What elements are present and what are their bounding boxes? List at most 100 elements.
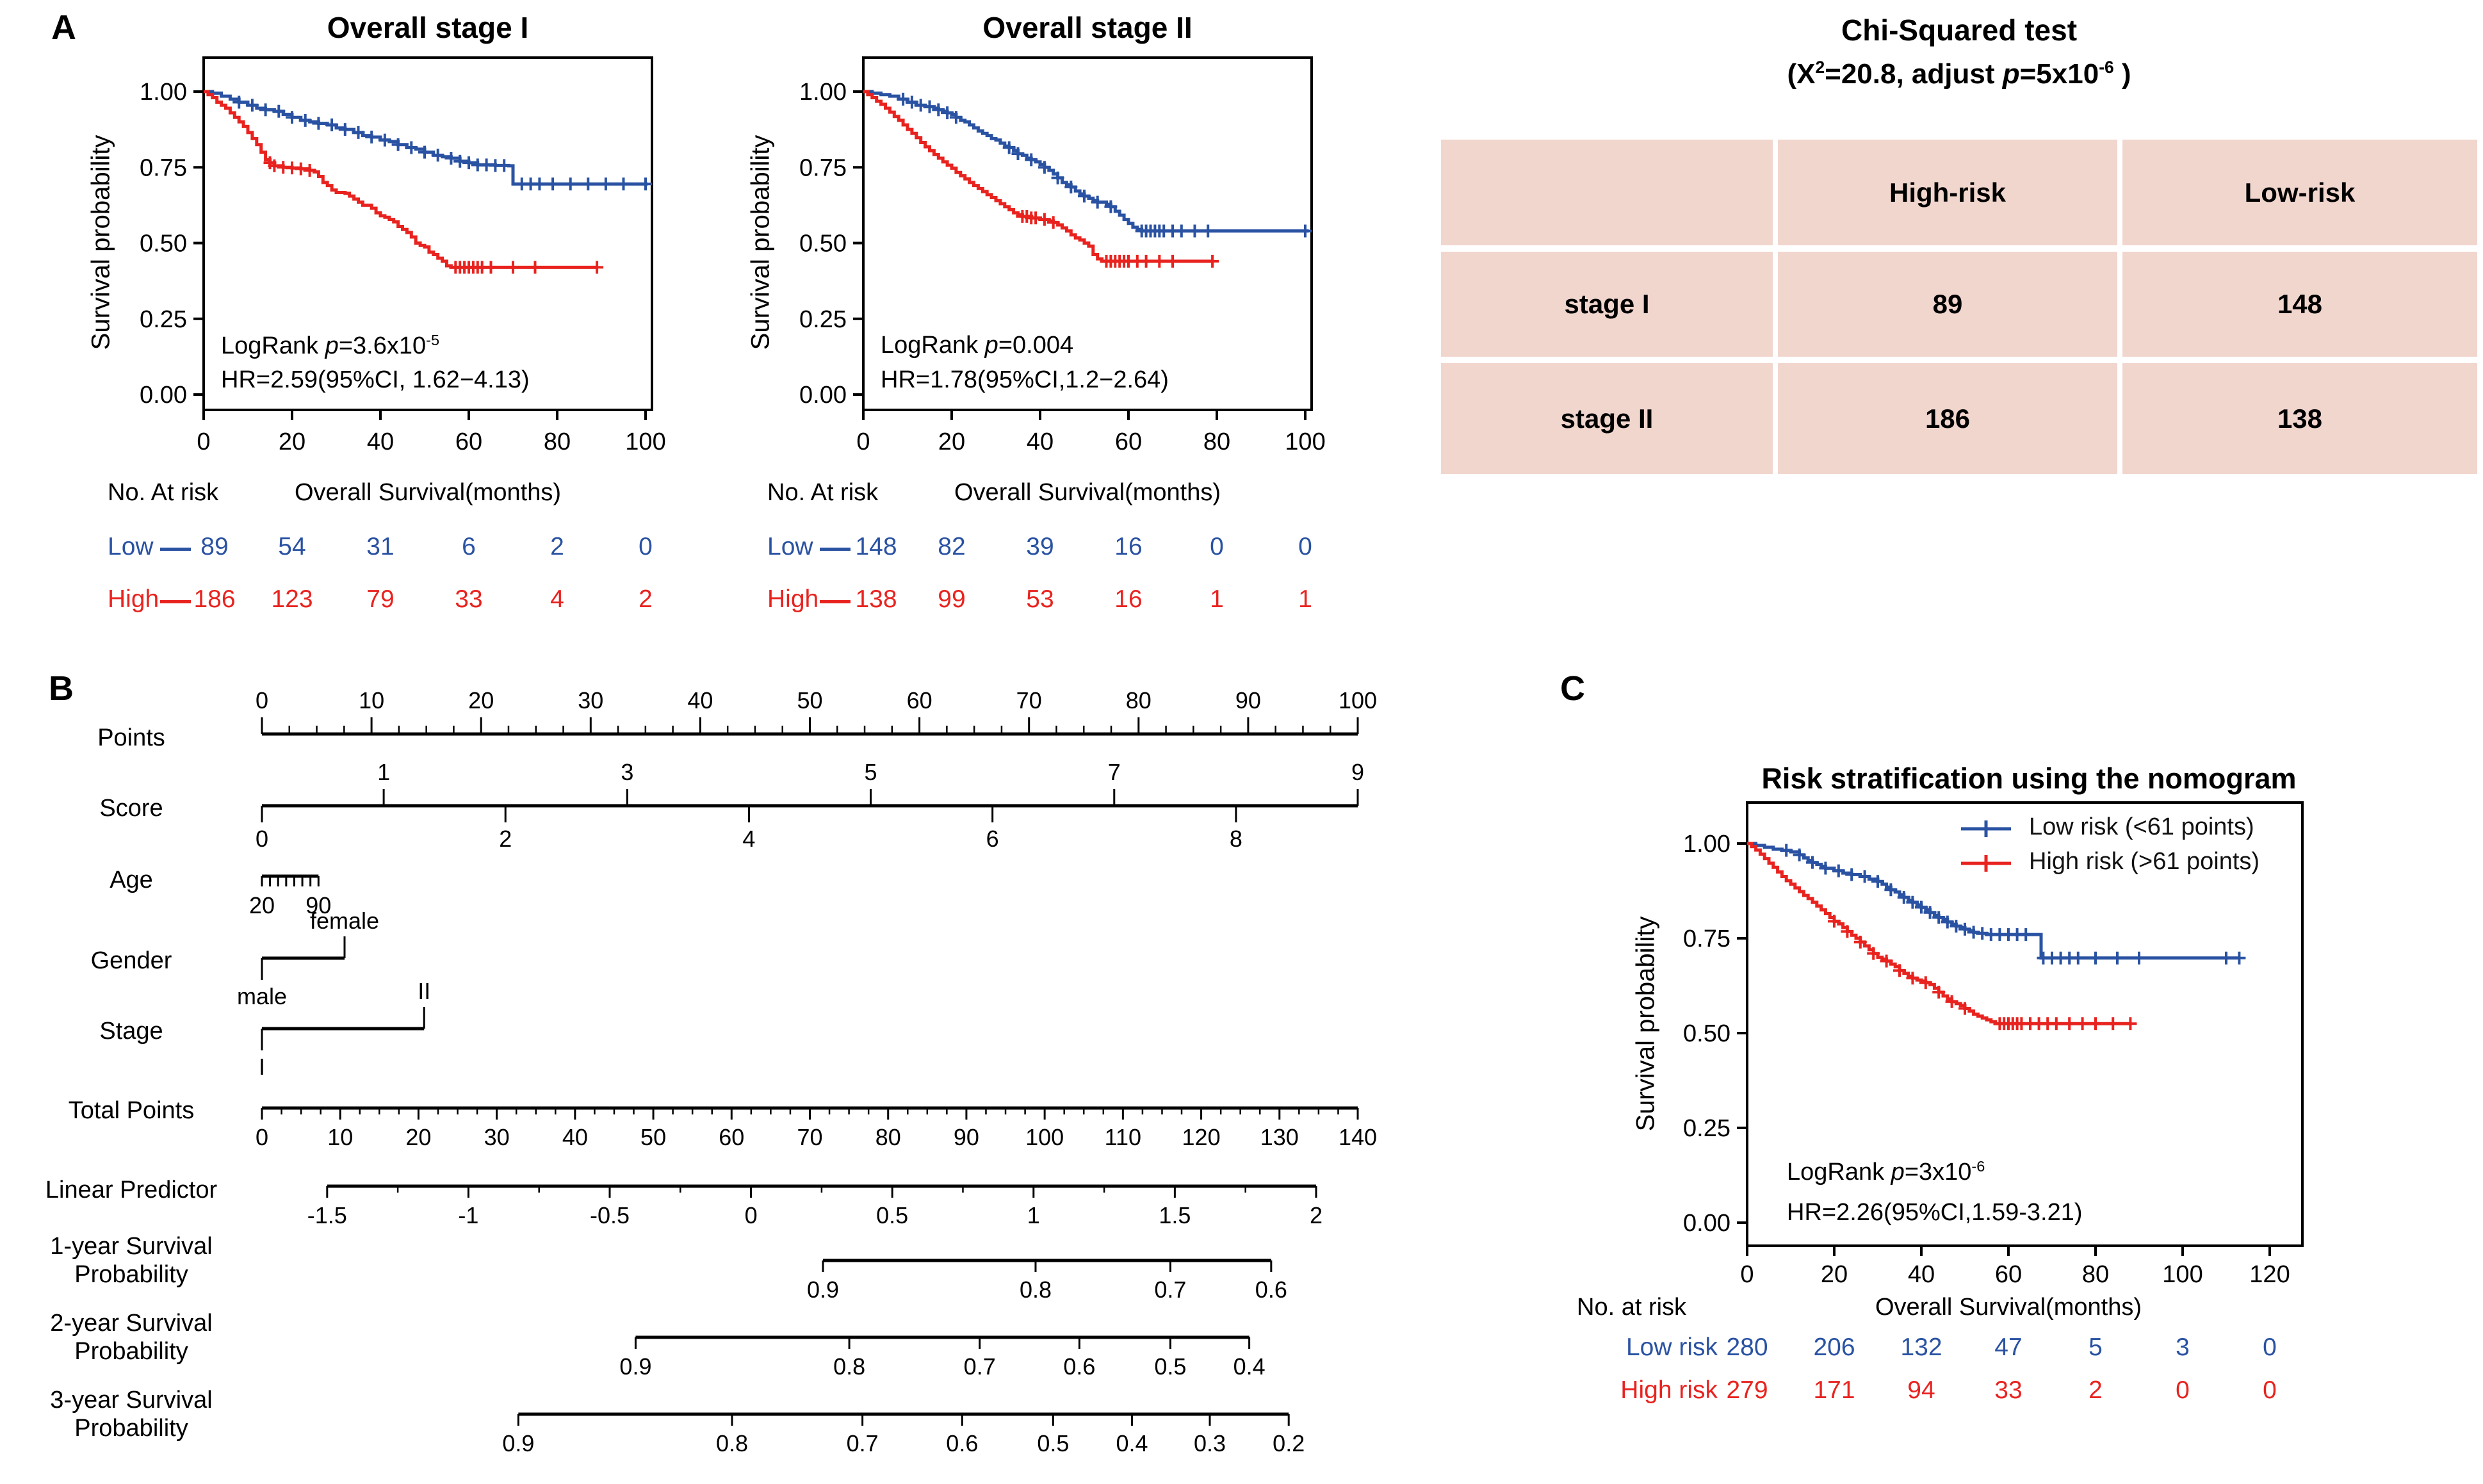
risk-count: 3 <box>2176 1333 2190 1361</box>
risk-count: 148 <box>855 533 897 560</box>
chi-col-low-risk: Low-risk <box>2122 140 2477 245</box>
risk-row-dash <box>160 548 191 551</box>
y-tick-label: 0.50 <box>140 231 187 257</box>
risk-row-label: High <box>767 585 819 613</box>
x-tick-label: 40 <box>367 428 394 455</box>
risk-row-dash <box>820 548 851 551</box>
nomo-cat-label: male <box>237 983 287 1009</box>
chi-cell-corner <box>1441 140 1773 245</box>
nomo-tick-label: 50 <box>640 1124 666 1150</box>
y-tick-label: 1.00 <box>1683 831 1730 858</box>
nomo-tick-label: 0.7 <box>1154 1276 1186 1303</box>
risk-row-label: Low <box>767 533 813 560</box>
nomo-tick-label: -1 <box>458 1202 478 1228</box>
km3-logrank-annotation: LogRank p=3x10-6 <box>1787 1158 1985 1186</box>
nomo-tick-label: 20 <box>249 892 275 918</box>
nomo-tick-label: 130 <box>1260 1124 1299 1150</box>
nomo-tick-label: 3 <box>621 759 633 785</box>
nomogram-axis-label: Gender <box>90 947 172 974</box>
km2-risk-header: No. At risk <box>767 479 879 506</box>
km2-hr-annotation: HR=1.78(95%CI,1.2−2.64) <box>881 366 1169 393</box>
annotation-segment: p <box>1891 1158 1905 1186</box>
nomo-tick-label: -0.5 <box>590 1202 630 1228</box>
chi-row-stage2-label: stage II <box>1441 363 1773 474</box>
nomo-tick-label: 0.5 <box>876 1202 908 1228</box>
nomogram-axis-label: 1-year Survival Probability <box>50 1233 213 1288</box>
nomo-tick-label: 0.2 <box>1273 1430 1305 1456</box>
risk-count: 16 <box>1114 585 1143 613</box>
risk-count: 2 <box>639 585 653 613</box>
nomo-tick-label: 40 <box>562 1124 588 1150</box>
nomo-tick-label: 0.6 <box>1063 1353 1095 1380</box>
nomo-tick-label: 0.7 <box>847 1430 879 1456</box>
risk-count: 79 <box>366 585 395 613</box>
risk-count: 47 <box>1994 1333 2023 1361</box>
nomo-tick-label: 0.5 <box>1154 1353 1186 1380</box>
nomo-cat-label: I <box>259 1054 265 1080</box>
y-tick-label: 0.25 <box>140 306 187 333</box>
nomo-tick-label: 70 <box>1016 687 1042 713</box>
nomo-tick-label: 120 <box>1182 1124 1221 1150</box>
annotation-segment: -6 <box>1971 1158 1985 1175</box>
nomo-tick-label: 0 <box>256 826 268 852</box>
risk-count: 186 <box>193 585 236 613</box>
x-tick-label: 0 <box>197 428 210 455</box>
x-tick-label: 0 <box>856 428 870 455</box>
risk-count: 206 <box>1813 1333 1855 1361</box>
nomo-tick-label: 0 <box>745 1202 758 1228</box>
nomo-tick-label: 100 <box>1339 687 1377 713</box>
panel-c-label: C <box>1560 669 1585 708</box>
km3-hr-annotation: HR=2.26(95%CI,1.59-3.21) <box>1787 1199 2083 1226</box>
chi-val-stage2-high: 186 <box>1778 363 2117 474</box>
nomogram-axis-label: Score <box>99 795 163 822</box>
chi-val-stage1-high: 89 <box>1778 252 2117 357</box>
risk-count: 39 <box>1026 533 1054 560</box>
nomo-tick-label: 1 <box>1027 1202 1040 1228</box>
nomo-tick-label: 0.6 <box>1255 1276 1287 1303</box>
nomo-tick-label: 20 <box>405 1124 431 1150</box>
y-tick-label: 0.25 <box>1683 1115 1730 1142</box>
km-curve-high <box>863 90 1213 263</box>
nomogram-axis-label: 3-year Survival Probability <box>50 1387 213 1442</box>
x-tick-label: 100 <box>1285 428 1325 455</box>
nomo-tick-label: 60 <box>907 687 932 713</box>
km1-hr-annotation: HR=2.59(95%CI, 1.62−4.13) <box>221 366 530 393</box>
y-tick-label: 0.50 <box>799 231 847 257</box>
risk-count: 82 <box>938 533 966 560</box>
nomogram-axis-label: Total Points <box>68 1097 195 1124</box>
nomo-tick-label: 90 <box>1235 687 1261 713</box>
risk-count: 171 <box>1813 1376 1855 1404</box>
y-tick-label: 0.75 <box>140 154 187 181</box>
km3-title: Risk stratification using the nomogram <box>1761 762 2297 795</box>
nomo-tick-label: 60 <box>719 1124 744 1150</box>
nomo-tick-label: 90 <box>305 892 331 918</box>
km1-logrank-annotation: LogRank p=3.6x10-5 <box>221 332 439 360</box>
nomogram-axis-label: 2-year Survival Probability <box>50 1310 213 1365</box>
risk-count: 279 <box>1726 1376 1768 1404</box>
annotation-segment: p <box>984 332 998 359</box>
risk-count: 33 <box>455 585 483 613</box>
legend-label: High risk (>61 points) <box>2029 848 2260 875</box>
x-tick-label: 60 <box>1115 428 1142 455</box>
risk-row-label: High risk <box>1620 1376 1718 1404</box>
km3-ylabel: Survival probability <box>1631 916 1660 1132</box>
nomo-tick-label: 6 <box>986 826 999 852</box>
nomo-tick-label: 10 <box>359 687 384 713</box>
risk-count: 99 <box>938 585 966 613</box>
annotation-segment: LogRank <box>1787 1158 1891 1186</box>
annotation-segment: =0.004 <box>998 332 1074 359</box>
risk-count: 94 <box>1907 1376 1935 1404</box>
x-tick-label: 80 <box>2082 1261 2109 1288</box>
km3-risk-header: No. at risk <box>1577 1294 1687 1321</box>
km1-xlabel: Overall Survival(months) <box>295 479 561 506</box>
risk-count: 5 <box>2088 1333 2103 1361</box>
nomo-tick-label: 0.9 <box>619 1353 651 1380</box>
chi-val-stage1-low: 148 <box>2122 252 2477 357</box>
risk-count: 0 <box>2176 1376 2190 1404</box>
y-tick-label: 0.00 <box>1683 1210 1730 1237</box>
km1-title: Overall stage I <box>327 11 529 44</box>
chi-col-high-risk: High-risk <box>1778 140 2117 245</box>
km-curve-low <box>204 90 648 186</box>
annotation-segment: LogRank <box>881 332 985 359</box>
nomo-tick-label: 8 <box>1230 826 1242 852</box>
